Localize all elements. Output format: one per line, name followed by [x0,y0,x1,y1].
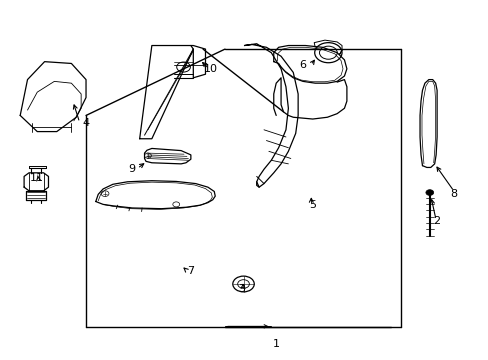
Text: 10: 10 [203,64,217,74]
Text: 8: 8 [449,189,457,199]
Text: 1: 1 [272,339,279,349]
Circle shape [425,190,433,195]
Text: 2: 2 [433,216,440,226]
Text: 5: 5 [308,200,316,210]
Text: 6: 6 [299,60,306,70]
Text: 3: 3 [238,284,245,294]
Text: 7: 7 [187,266,194,276]
Text: 4: 4 [82,118,89,128]
Text: 11: 11 [30,173,44,183]
Text: 9: 9 [127,164,135,174]
